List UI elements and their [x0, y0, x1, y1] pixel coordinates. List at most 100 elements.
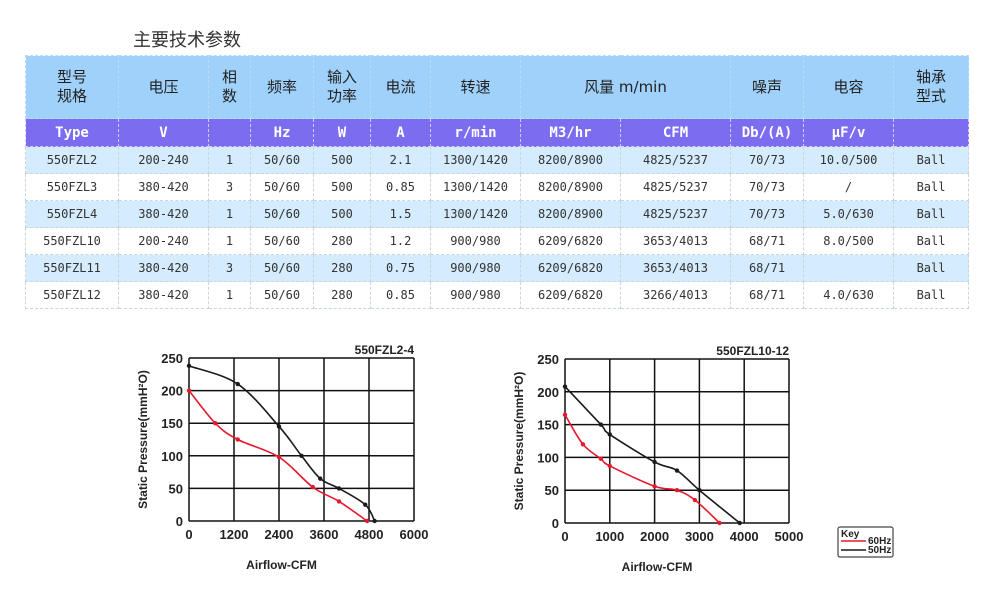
table-cell: 4825/5237	[619, 200, 732, 228]
data-point	[186, 363, 192, 369]
table-cell: 50/60	[250, 146, 314, 174]
table-cell: 0.85	[370, 281, 431, 309]
column-header: 相 数	[208, 55, 251, 119]
table-cell: Ball	[893, 146, 970, 174]
x-tick-label: 5000	[775, 529, 804, 544]
table-cell: 3	[208, 173, 251, 201]
table-cell: 550FZL3	[25, 173, 119, 201]
data-point	[674, 488, 680, 493]
column-header: 轴承 型式	[893, 55, 970, 119]
data-point	[737, 520, 742, 526]
data-point	[213, 421, 218, 426]
unit-cell: μF/v	[803, 118, 895, 147]
table-cell: 380-420	[118, 200, 209, 228]
chart-title: 550FZL10-12	[716, 344, 789, 358]
y-tick-label: 250	[537, 352, 559, 367]
table-cell: 550FZL11	[25, 254, 119, 282]
table-cell: Ball	[893, 173, 970, 201]
column-header: 转速	[430, 55, 521, 119]
table-cell: 3653/4013	[619, 254, 732, 282]
table-cell: 50/60	[250, 254, 314, 282]
series-line-50Hz	[188, 365, 376, 522]
data-point	[336, 499, 342, 504]
unit-cell: r/min	[430, 118, 521, 147]
y-tick-label: 200	[161, 384, 183, 399]
unit-cell: Type	[25, 118, 119, 147]
data-point	[580, 442, 586, 447]
y-tick-label: 50	[545, 483, 559, 498]
y-tick-label: 150	[161, 416, 183, 431]
table-cell	[803, 254, 895, 282]
table-cell: 200-240	[118, 227, 209, 255]
table-cell: 280	[313, 281, 371, 309]
table-cell: 900/980	[430, 227, 521, 255]
data-point	[697, 488, 702, 493]
data-point	[717, 520, 722, 526]
data-point	[363, 502, 368, 507]
data-point	[276, 454, 282, 460]
y-tick-label: 250	[161, 351, 183, 366]
table-cell: 900/980	[430, 281, 521, 309]
unit-cell: Hz	[250, 118, 314, 147]
data-point	[607, 432, 612, 437]
table-cell: /	[803, 173, 895, 201]
table-cell: 0.85	[370, 173, 431, 201]
y-tick-label: 100	[161, 449, 183, 464]
data-point	[276, 424, 282, 429]
x-tick-label: 3600	[310, 527, 339, 542]
table-cell: 50/60	[250, 281, 314, 309]
chart-1: 0 1000 2000 3000 4000 5000 0 50 100 150 200 250 550F…	[512, 344, 803, 574]
x-tick-label: 4800	[355, 527, 384, 542]
data-point	[299, 453, 304, 458]
data-point	[652, 484, 657, 489]
data-point	[372, 518, 377, 524]
x-tick-label: 0	[561, 529, 568, 544]
data-point	[598, 456, 604, 461]
data-point	[336, 486, 342, 491]
chart-0: 0 1200 2400 3600 4800 6000 0 50 100 150 200 250 550F…	[136, 343, 428, 572]
unit-cell: CFM	[619, 118, 732, 147]
table-cell: 1	[208, 227, 251, 255]
table-cell: 380-420	[118, 254, 209, 282]
table-cell: 50/60	[250, 227, 314, 255]
column-header: 频率	[250, 55, 314, 119]
page-title: 主要技术参数	[133, 30, 241, 51]
table-cell: 1300/1420	[430, 146, 521, 174]
table-cell: 380-420	[118, 173, 209, 201]
x-axis-label: Airflow-CFM	[622, 560, 693, 574]
header-row: 型号 规格 电压相 数频率 输入 功率 电流 转速 风量 m/min 噪声 电容 轴承 型式	[25, 55, 970, 119]
unit-cell: A	[370, 118, 431, 147]
table-cell: 4.0/630	[803, 281, 895, 309]
x-tick-label: 2000	[640, 529, 669, 544]
y-tick-label: 150	[537, 418, 559, 433]
table-cell: 200-240	[118, 146, 209, 174]
table-cell: 280	[313, 227, 371, 255]
y-tick-label: 200	[537, 385, 559, 400]
table-cell: 900/980	[430, 254, 521, 282]
x-tick-label: 3000	[685, 529, 714, 544]
table-cell: 2.1	[370, 146, 431, 174]
table-cell: 3	[208, 254, 251, 282]
table-cell: 1	[208, 200, 251, 228]
y-axis-label: Static Pressure(mmH²O)	[512, 372, 526, 511]
table-cell: 50/60	[250, 200, 314, 228]
column-header: 电压	[118, 55, 209, 119]
legend-label: 50Hz	[868, 545, 891, 556]
table-row: 550FZL11 380-420 3 50/60 280 0.75 900/980 6209/…	[25, 254, 970, 282]
table-cell: 1	[208, 281, 251, 309]
x-tick-label: 4000	[730, 529, 759, 544]
x-tick-label: 1000	[595, 529, 624, 544]
table-cell: 500	[313, 200, 371, 228]
table-cell: 70/73	[730, 173, 805, 201]
x-tick-label: 6000	[400, 527, 429, 542]
y-axis-label: Static Pressure(mmH²O)	[136, 370, 150, 509]
table-cell: 1.5	[370, 200, 431, 228]
table-cell: 550FZL4	[25, 200, 119, 228]
data-point	[692, 497, 698, 503]
table-cell: Ball	[893, 200, 970, 228]
unit-cell	[893, 118, 970, 147]
table-cell: 10.0/500	[803, 146, 895, 174]
